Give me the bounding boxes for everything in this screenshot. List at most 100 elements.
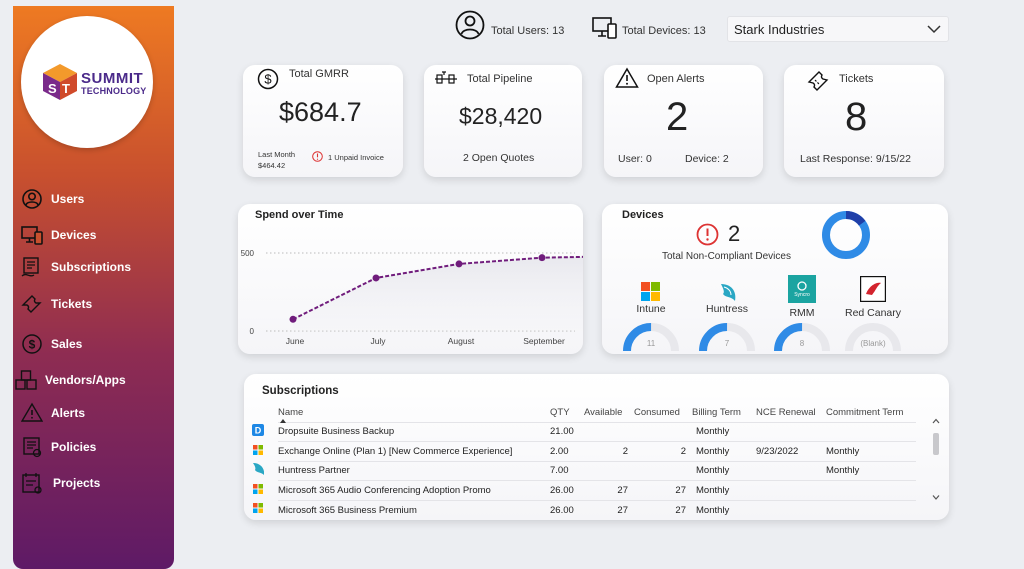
cell-qty: 7.00 [550, 460, 584, 481]
spend-title: Spend over Time [255, 209, 344, 221]
cell-billing: Monthly [692, 499, 756, 520]
cell-name: Microsoft 365 Business Premium [278, 499, 550, 520]
company-select[interactable]: Stark Industries [727, 16, 949, 42]
cell-nce [756, 460, 826, 481]
spend-point[interactable] [372, 274, 380, 282]
logo: S T SUMMIT TECHNOLOGY [21, 16, 153, 148]
pipeline-value: $28,420 [459, 103, 543, 129]
cell-nce [756, 480, 826, 500]
cell-name: Dropsuite Business Backup [278, 421, 550, 442]
cell-nce: 9/23/2022 [756, 441, 826, 461]
chevron-down-icon [927, 25, 941, 34]
cell-consumed [634, 421, 692, 442]
sidebar-item-projects[interactable]: Projects [21, 472, 100, 494]
vendor-gauge[interactable] [843, 321, 903, 351]
total-users: Total Users: 13 [455, 10, 564, 40]
x-tick-label: September [523, 336, 565, 346]
devices-title: Devices [622, 209, 664, 221]
cell-billing: Monthly [692, 421, 756, 442]
vendor-gauge[interactable] [621, 321, 681, 351]
vendor-gauge-value: 7 [724, 339, 730, 348]
sidebar-item-label: Alerts [51, 406, 86, 420]
tickets-card[interactable]: Tickets 8 Last Response: 9/15/22 [784, 65, 944, 177]
sidebar-item-label: Sales [51, 337, 83, 351]
sidebar-item-policies[interactable]: Policies [21, 436, 96, 458]
column-header-commitment-term[interactable]: Commitment Term [826, 404, 916, 422]
gmrr-last-month-value: $464.42 [258, 161, 286, 170]
gmrr-unpaid-note: 1 Unpaid Invoice [328, 153, 384, 162]
scroll-down-icon[interactable] [931, 492, 941, 502]
cell-commit [826, 499, 916, 520]
column-header-qty[interactable]: QTY [550, 404, 584, 422]
vendor-name: RMM [789, 307, 815, 319]
table-row[interactable]: Microsoft 365 Business Premium 26.00 27 27 M… [248, 499, 916, 520]
pipeline-icon [435, 71, 457, 84]
cell-qty: 21.00 [550, 421, 584, 442]
sidebar-item-label: Vendors/Apps [45, 373, 126, 387]
table-row[interactable]: D Dropsuite Business Backup 21.00 Monthly [248, 421, 916, 442]
gauge-fill [699, 323, 755, 351]
vendor-gauge[interactable] [697, 321, 757, 351]
row-icon-cell [248, 481, 278, 501]
donut-segment[interactable] [822, 211, 870, 259]
scroll-up-icon[interactable] [931, 416, 941, 426]
row-icon-cell [248, 461, 278, 481]
user-icon [455, 10, 485, 40]
subscriptions-scrollbar[interactable] [931, 430, 939, 502]
total-users-label: Total Users: 13 [491, 25, 565, 37]
sidebar-item-alerts[interactable]: Alerts [21, 402, 85, 424]
cell-available [584, 421, 634, 442]
sidebar-item-subscriptions[interactable]: Subscriptions [21, 256, 131, 278]
tickets-last-response: Last Response: 9/15/22 [800, 153, 911, 165]
column-header-label: Commitment Term [826, 407, 904, 419]
spend-point[interactable] [289, 315, 297, 323]
devices-donut [822, 211, 870, 259]
sidebar-item-sales[interactable]: $ Sales [21, 333, 82, 355]
cell-available: 2 [584, 441, 634, 461]
column-header-label: Available [584, 407, 623, 419]
y-tick-label: 500 [241, 249, 255, 258]
cell-available [584, 460, 634, 481]
table-row[interactable]: Huntress Partner 7.00 Monthly Monthly [248, 460, 916, 481]
x-tick-label: July [370, 336, 386, 346]
table-row[interactable]: Microsoft 365 Audio Conferencing Adoptio… [248, 480, 916, 501]
alerts-device: Device: 2 [685, 153, 729, 165]
sidebar-item-vendors-apps[interactable]: Vendors/Apps [15, 369, 126, 391]
column-header-billing-term[interactable]: Billing Term [692, 404, 756, 422]
dropsuite-icon: D [252, 424, 264, 437]
boxes-icon [15, 370, 37, 390]
sidebar-item-tickets[interactable]: Tickets [21, 293, 92, 315]
devices-noncompliant-count: 2 [728, 221, 741, 246]
cell-name: Exchange Online (Plan 1) [New Commerce E… [278, 441, 550, 461]
dollar-icon: $ [22, 334, 42, 354]
gmrr-value: $684.7 [279, 97, 362, 127]
sidebar-item-label: Devices [51, 228, 97, 242]
row-icon-cell [248, 500, 278, 520]
spend-point[interactable] [538, 254, 546, 262]
pipeline-card[interactable]: Total Pipeline $28,420 2 Open Quotes [424, 65, 582, 177]
sidebar-item-users[interactable]: Users [21, 188, 84, 210]
cell-consumed: 27 [634, 480, 692, 500]
column-header-nce-renewal[interactable]: NCE Renewal [756, 404, 826, 422]
column-header-consumed[interactable]: Consumed [634, 404, 692, 422]
sidebar: S T SUMMIT TECHNOLOGY Users Devices Subscr… [13, 6, 174, 569]
syncro-logo-icon [788, 275, 816, 303]
column-header-label: Consumed [634, 407, 680, 419]
table-row[interactable]: Exchange Online (Plan 1) [New Commerce E… [248, 441, 916, 461]
scroll-thumb[interactable] [933, 433, 939, 455]
cell-commit [826, 421, 916, 442]
vendor-gauge[interactable] [772, 321, 832, 351]
cell-consumed [634, 460, 692, 481]
spend-point[interactable] [455, 260, 463, 268]
column-header-name[interactable]: Name [278, 404, 550, 423]
sidebar-item-label: Tickets [51, 297, 93, 311]
subscriptions-table-wrap: Name QTY Available Consumed Billing Term NCE … [248, 404, 918, 520]
alerts-card[interactable]: Open Alerts 2 User: 0 Device: 2 [604, 65, 763, 177]
gmrr-card[interactable]: $ Total GMRR $684.7 Last Month $464.42 1… [243, 65, 403, 177]
sidebar-item-devices[interactable]: Devices [21, 224, 96, 246]
y-tick-label: 0 [250, 327, 255, 336]
column-header-available[interactable]: Available [584, 404, 634, 422]
gauge-fill [623, 323, 679, 351]
spend-card: Spend over Time 500 0 June July August Septem… [238, 204, 583, 354]
subscriptions-icon [21, 257, 39, 277]
